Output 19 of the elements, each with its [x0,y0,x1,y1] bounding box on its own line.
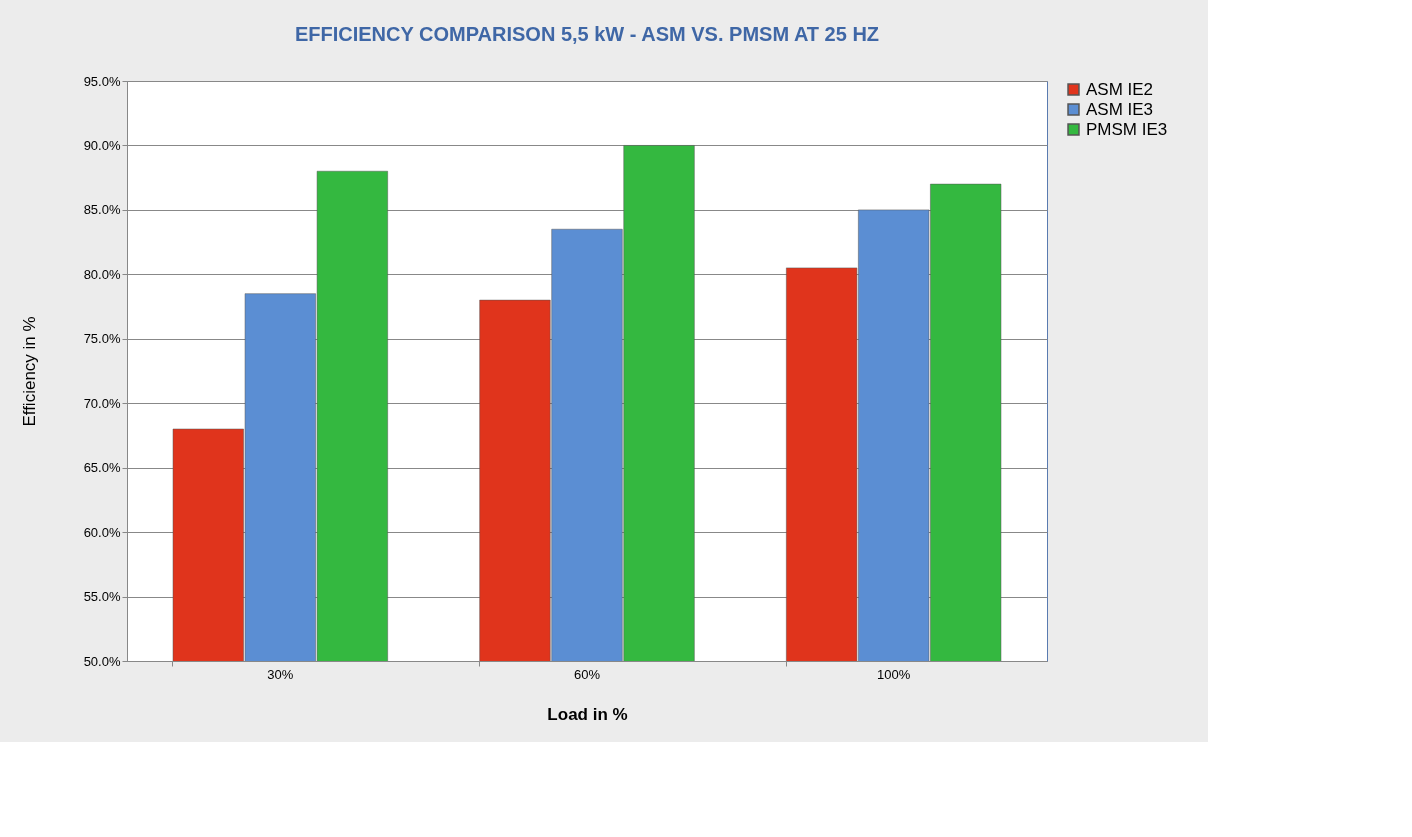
legend-label: PMSM IE3 [1086,119,1168,139]
y-tick-label: 70.0% [83,395,121,411]
x-axis-title: Load in % [547,704,628,724]
legend-label: ASM IE3 [1086,99,1154,119]
y-tick-label: 80.0% [83,266,121,282]
x-tick-label: 100% [877,666,911,682]
y-tick-label: 95.0% [83,73,121,89]
y-tick-label: 60.0% [83,524,121,540]
y-tick-label: 90.0% [83,137,121,153]
legend-label: ASM IE2 [1086,79,1154,99]
x-tick-label: 30% [267,666,294,682]
y-tick-label: 50.0% [83,653,121,669]
chart-title: EFFICIENCY COMPARISON 5,5 kW - ASM VS. PMSM AT 25 HZ [294,23,880,45]
y-tick-label: 85.0% [83,202,121,218]
x-tick-label: 60% [573,666,601,682]
y-axis-title: Efficiency in % [19,316,39,427]
y-tick-label: 75.0% [83,331,121,347]
y-tick-label: 65.0% [83,460,121,476]
y-tick-label: 55.0% [83,589,121,605]
